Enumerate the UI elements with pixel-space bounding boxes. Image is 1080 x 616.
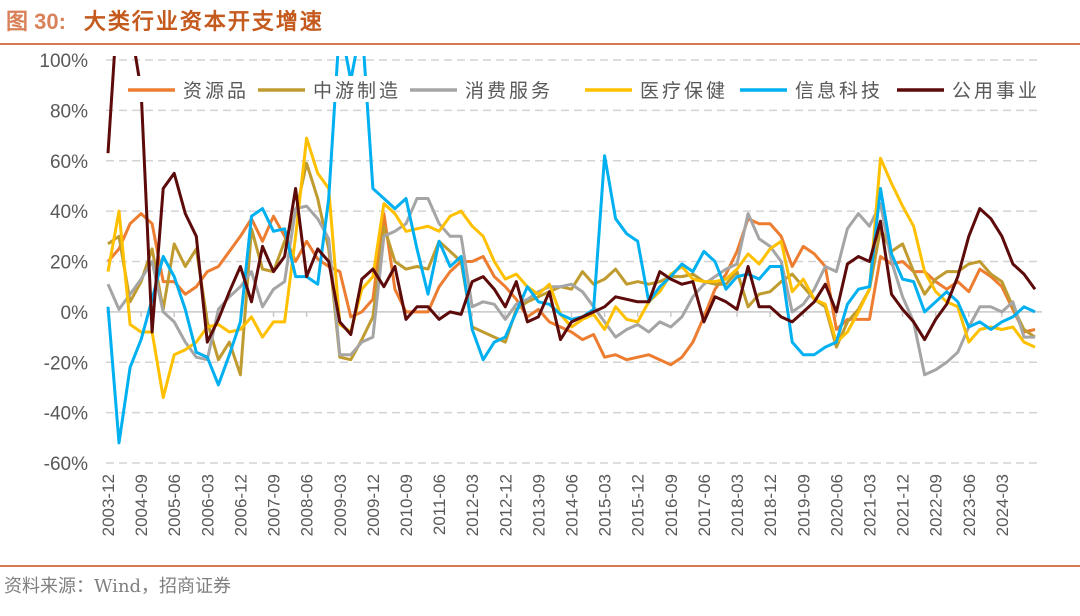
x-tick-label: 2013-09 bbox=[529, 474, 548, 536]
series-lines bbox=[106, 56, 1037, 445]
y-tick-label: -40% bbox=[44, 404, 88, 425]
footer-divider bbox=[0, 565, 1080, 567]
legend-label: 资源品 bbox=[183, 80, 249, 102]
x-tick-label: 2005-06 bbox=[165, 474, 184, 536]
x-tick-label: 2024-03 bbox=[993, 474, 1012, 536]
y-axis-ticks: 100% 80% 60% 40% 20% 0% -20% -40% -60% bbox=[39, 51, 88, 475]
x-tick-label: 2004-09 bbox=[132, 474, 151, 536]
y-tick-label: 80% bbox=[50, 101, 88, 122]
series-line-4 bbox=[106, 136, 1036, 399]
x-tick-label: 2019-09 bbox=[794, 474, 813, 536]
x-tick-label: 2003-12 bbox=[99, 474, 118, 536]
source-note: 资料来源：Wind，招商证券 bbox=[4, 576, 232, 597]
y-tick-label: 40% bbox=[50, 202, 88, 223]
legend-label: 信息科技 bbox=[795, 80, 883, 102]
series-line-1 bbox=[106, 212, 1036, 367]
x-tick-label: 2014-06 bbox=[563, 474, 582, 536]
x-tick-label: 2017-06 bbox=[695, 474, 714, 536]
x-tick-label: 2015-12 bbox=[629, 474, 648, 536]
x-tick-label: 2021-03 bbox=[860, 474, 879, 536]
y-tick-label: 100% bbox=[39, 51, 88, 72]
y-tick-label: -20% bbox=[44, 353, 88, 374]
x-tick-label: 2015-03 bbox=[596, 474, 615, 536]
x-tick-label: 2012-03 bbox=[463, 474, 482, 536]
x-tick-label: 2006-03 bbox=[198, 474, 217, 536]
x-tick-label: 2018-03 bbox=[728, 474, 747, 536]
x-tick-label: 2016-09 bbox=[662, 474, 681, 536]
x-tick-label: 2009-12 bbox=[364, 474, 383, 536]
x-tick-label: 2023-06 bbox=[960, 474, 979, 536]
x-axis: 2003-12 2004-09 2005-06 2006-03 2006-12 2007-… bbox=[99, 311, 1042, 536]
x-tick-label: 2007-09 bbox=[265, 474, 284, 536]
series-line-5 bbox=[106, 56, 1036, 445]
x-tick-label: 2022-09 bbox=[927, 474, 946, 536]
x-tick-label: 2021-12 bbox=[894, 474, 913, 536]
x-tick-label: 2018-12 bbox=[761, 474, 780, 536]
figure-title: 图 30: 大类行业资本开支增速 bbox=[6, 4, 324, 36]
x-tick-label: 2020-06 bbox=[827, 474, 846, 536]
x-tick-label: 2012-12 bbox=[496, 474, 515, 536]
legend-label: 医疗保健 bbox=[640, 80, 728, 102]
series-line-3 bbox=[106, 197, 1035, 377]
y-tick-label: -60% bbox=[44, 454, 88, 475]
title-divider bbox=[0, 43, 1080, 45]
x-tick-label: 2006-12 bbox=[231, 474, 250, 536]
x-tick-label: 2010-09 bbox=[397, 474, 416, 536]
figure-number: 图 30: bbox=[6, 9, 66, 34]
y-tick-label: 20% bbox=[50, 253, 88, 274]
x-tick-label: 2011-06 bbox=[430, 474, 449, 535]
x-tick-label: 2008-06 bbox=[298, 474, 317, 536]
legend-label: 中游制造 bbox=[313, 80, 401, 102]
x-tick-label: 2009-03 bbox=[331, 474, 350, 536]
y-tick-label: 0% bbox=[61, 303, 89, 324]
y-tick-label: 60% bbox=[50, 152, 88, 173]
legend: 资源品 中游制造 消费服务 医疗保健 信息科技 公用事业 bbox=[124, 76, 1040, 102]
legend-label: 公用事业 bbox=[952, 80, 1040, 102]
legend-label: 消费服务 bbox=[465, 80, 553, 102]
figure-title-text: 大类行业资本开支增速 bbox=[83, 9, 324, 35]
series-line-6 bbox=[106, 56, 1037, 344]
